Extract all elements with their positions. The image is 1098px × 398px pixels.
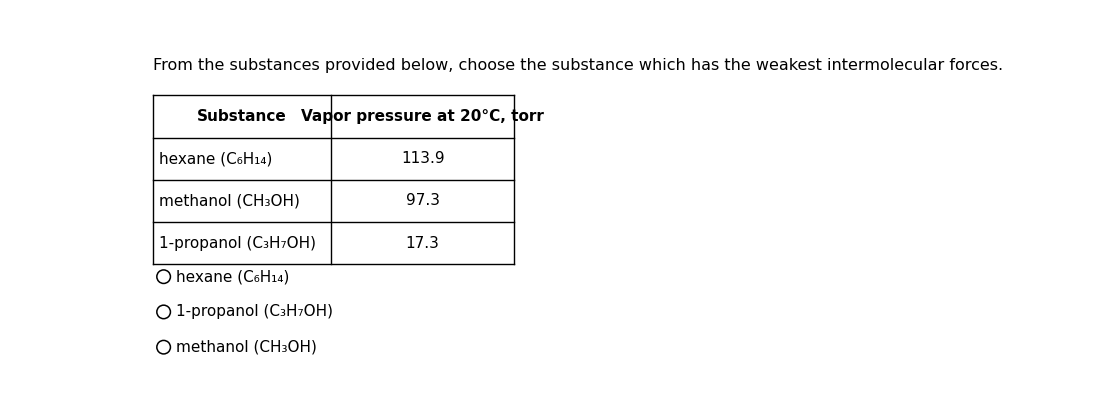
Text: hexane (C₆H₁₄): hexane (C₆H₁₄) — [158, 151, 272, 166]
Text: methanol (CH₃OH): methanol (CH₃OH) — [177, 339, 317, 355]
Text: methanol (CH₃OH): methanol (CH₃OH) — [158, 193, 300, 209]
Text: 1-propanol (C₃H₇OH): 1-propanol (C₃H₇OH) — [177, 304, 334, 320]
Text: 113.9: 113.9 — [401, 151, 445, 166]
Text: 97.3: 97.3 — [406, 193, 439, 209]
Text: hexane (C₆H₁₄): hexane (C₆H₁₄) — [177, 269, 290, 284]
Text: Vapor pressure at 20°C, torr: Vapor pressure at 20°C, torr — [301, 109, 545, 124]
Text: 1-propanol (C₃H₇OH): 1-propanol (C₃H₇OH) — [158, 236, 315, 251]
Text: 17.3: 17.3 — [406, 236, 439, 251]
Text: From the substances provided below, choose the substance which has the weakest i: From the substances provided below, choo… — [153, 59, 1002, 74]
Text: Substance: Substance — [197, 109, 287, 124]
